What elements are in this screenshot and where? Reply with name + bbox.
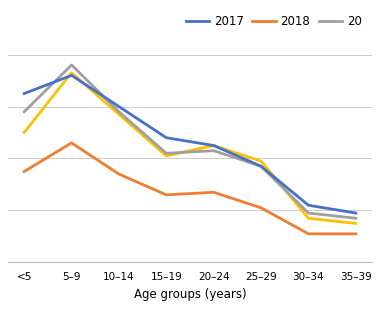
2017 (353, 211, 358, 215)
2018 (117, 172, 121, 176)
2018 (164, 193, 169, 197)
2018 (69, 141, 74, 145)
2018 (259, 206, 263, 210)
Legend: 2017, 2018, 20: 2017, 2018, 20 (181, 10, 366, 32)
X-axis label: Age groups (years): Age groups (years) (134, 288, 246, 301)
2020 (211, 144, 216, 148)
2018 (22, 170, 27, 173)
2019 (117, 110, 121, 114)
2020 (259, 159, 263, 163)
2017 (69, 74, 74, 77)
2019 (211, 149, 216, 153)
Line: 2018: 2018 (24, 143, 356, 234)
2020 (353, 221, 358, 225)
2019 (306, 211, 311, 215)
2020 (164, 154, 169, 158)
2018 (353, 232, 358, 236)
2019 (69, 63, 74, 67)
Line: 2020: 2020 (24, 73, 356, 223)
2017 (211, 144, 216, 148)
2020 (22, 131, 27, 134)
2019 (353, 216, 358, 220)
2017 (306, 203, 311, 207)
2018 (211, 190, 216, 194)
2017 (164, 136, 169, 140)
2020 (69, 71, 74, 75)
2017 (259, 164, 263, 168)
2018 (306, 232, 311, 236)
2019 (164, 151, 169, 155)
2019 (259, 164, 263, 168)
2020 (306, 216, 311, 220)
Line: 2017: 2017 (24, 76, 356, 213)
2017 (117, 105, 121, 108)
2019 (22, 110, 27, 114)
2017 (22, 92, 27, 95)
Line: 2019: 2019 (24, 65, 356, 218)
2020 (117, 112, 121, 116)
